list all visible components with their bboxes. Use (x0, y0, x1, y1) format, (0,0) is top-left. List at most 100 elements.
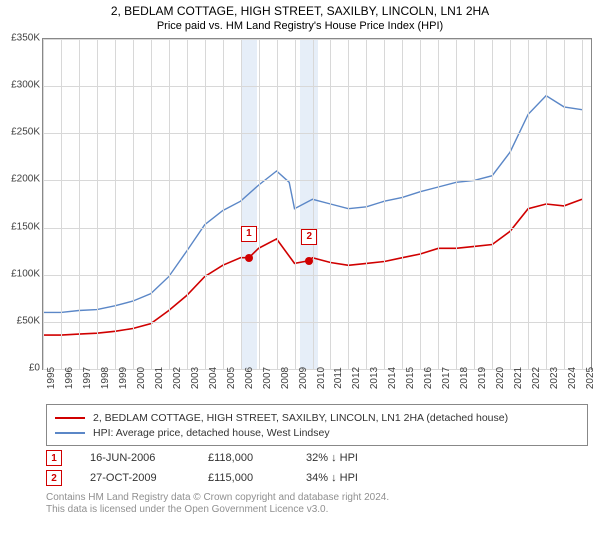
x-tick-label: 2019 (477, 367, 488, 389)
grid-line-v (510, 39, 511, 369)
chart: 12 £0£50K£100K£150K£200K£250K£300K£350K1… (36, 38, 596, 398)
grid-line-v (313, 39, 314, 369)
x-tick-label: 1999 (118, 367, 129, 389)
x-tick-label: 2005 (226, 367, 237, 389)
grid-line-v (330, 39, 331, 369)
grid-line-v (43, 39, 44, 369)
grid-line-h (43, 133, 591, 134)
x-tick-label: 2016 (423, 367, 434, 389)
sale-marker-icon: 1 (46, 450, 62, 466)
x-tick-label: 2002 (172, 367, 183, 389)
grid-line-v (295, 39, 296, 369)
grid-line-v (187, 39, 188, 369)
grid-line-h (43, 86, 591, 87)
sale-price: £118,000 (208, 452, 278, 464)
x-tick-label: 1996 (64, 367, 75, 389)
grid-line-v (420, 39, 421, 369)
y-tick-label: £250K (4, 127, 40, 138)
grid-line-h (43, 275, 591, 276)
page-title: 2, BEDLAM COTTAGE, HIGH STREET, SAXILBY,… (0, 4, 600, 18)
sale-dot (245, 254, 253, 262)
grid-line-v (205, 39, 206, 369)
sale-price: £115,000 (208, 472, 278, 484)
x-tick-label: 2009 (298, 367, 309, 389)
plot-area: 12 (42, 38, 592, 370)
grid-line-v (546, 39, 547, 369)
sale-row: 2 27-OCT-2009 £115,000 34% ↓ HPI (46, 470, 588, 486)
grid-line-v (259, 39, 260, 369)
chart-lines (43, 39, 591, 369)
sale-dot (305, 257, 313, 265)
grid-line-v (438, 39, 439, 369)
y-tick-label: £200K (4, 174, 40, 185)
x-tick-label: 2001 (154, 367, 165, 389)
x-tick-label: 2008 (280, 367, 291, 389)
x-tick-label: 2010 (316, 367, 327, 389)
sales-table: 1 16-JUN-2006 £118,000 32% ↓ HPI 2 27-OCT-200… (46, 450, 588, 486)
x-tick-label: 2023 (549, 367, 560, 389)
legend-label: HPI: Average price, detached house, West… (93, 427, 330, 439)
footer-line-1: Contains HM Land Registry data © Crown c… (46, 492, 588, 504)
sale-delta: 32% ↓ HPI (306, 452, 358, 464)
x-tick-label: 2004 (208, 367, 219, 389)
grid-line-v (528, 39, 529, 369)
y-tick-label: £350K (4, 33, 40, 44)
grid-line-v (241, 39, 242, 369)
x-tick-label: 1997 (82, 367, 93, 389)
grid-line-h (43, 39, 591, 40)
grid-line-v (151, 39, 152, 369)
grid-line-v (79, 39, 80, 369)
sale-date: 27-OCT-2009 (90, 472, 180, 484)
sale-delta: 34% ↓ HPI (306, 472, 358, 484)
grid-line-v (133, 39, 134, 369)
grid-line-v (97, 39, 98, 369)
x-tick-label: 2012 (351, 367, 362, 389)
sale-marker-box: 2 (301, 229, 317, 245)
x-tick-label: 2020 (495, 367, 506, 389)
grid-line-v (384, 39, 385, 369)
grid-line-v (402, 39, 403, 369)
x-tick-label: 2007 (262, 367, 273, 389)
grid-line-v (115, 39, 116, 369)
x-tick-label: 2015 (405, 367, 416, 389)
y-tick-label: £300K (4, 80, 40, 91)
grid-line-v (366, 39, 367, 369)
page-subtitle: Price paid vs. HM Land Registry's House … (0, 20, 600, 32)
grid-line-v (277, 39, 278, 369)
y-tick-label: £50K (4, 315, 40, 326)
y-tick-label: £150K (4, 221, 40, 232)
x-tick-label: 2013 (369, 367, 380, 389)
sale-marker-box: 1 (241, 226, 257, 242)
legend: 2, BEDLAM COTTAGE, HIGH STREET, SAXILBY,… (46, 404, 588, 446)
legend-row: 2, BEDLAM COTTAGE, HIGH STREET, SAXILBY,… (55, 410, 579, 425)
legend-swatch (55, 432, 85, 434)
legend-swatch (55, 417, 85, 419)
x-tick-label: 2014 (387, 367, 398, 389)
y-tick-label: £100K (4, 268, 40, 279)
grid-line-v (492, 39, 493, 369)
x-tick-label: 1998 (100, 367, 111, 389)
x-tick-label: 2006 (244, 367, 255, 389)
x-tick-label: 2021 (513, 367, 524, 389)
grid-line-v (564, 39, 565, 369)
x-tick-label: 2000 (136, 367, 147, 389)
title-block: 2, BEDLAM COTTAGE, HIGH STREET, SAXILBY,… (0, 0, 600, 32)
x-tick-label: 2017 (441, 367, 452, 389)
sale-marker-icon: 2 (46, 470, 62, 486)
grid-line-v (169, 39, 170, 369)
legend-row: HPI: Average price, detached house, West… (55, 425, 579, 440)
footer: Contains HM Land Registry data © Crown c… (46, 492, 588, 516)
x-tick-label: 2022 (531, 367, 542, 389)
grid-line-v (456, 39, 457, 369)
y-tick-label: £0 (4, 363, 40, 374)
x-tick-label: 2025 (585, 367, 596, 389)
legend-label: 2, BEDLAM COTTAGE, HIGH STREET, SAXILBY,… (93, 412, 508, 424)
grid-line-h (43, 180, 591, 181)
x-tick-label: 2018 (459, 367, 470, 389)
grid-line-v (348, 39, 349, 369)
grid-line-v (223, 39, 224, 369)
sale-row: 1 16-JUN-2006 £118,000 32% ↓ HPI (46, 450, 588, 466)
x-tick-label: 2024 (567, 367, 578, 389)
grid-line-v (582, 39, 583, 369)
sale-date: 16-JUN-2006 (90, 452, 180, 464)
